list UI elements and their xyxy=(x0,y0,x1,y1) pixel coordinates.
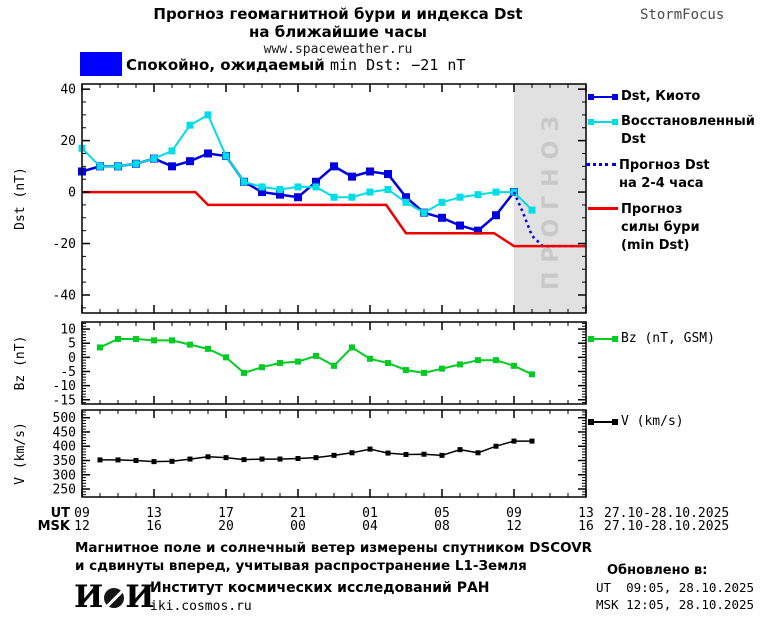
svg-text:10: 10 xyxy=(60,323,76,338)
svg-text:17: 17 xyxy=(218,506,234,521)
svg-text:-40: -40 xyxy=(53,288,76,303)
institute-name: Институт космических исследований РАН xyxy=(150,580,490,596)
data-source-note-2: и сдвинуты вперед, учитывая распростране… xyxy=(75,558,527,574)
svg-text:5: 5 xyxy=(68,337,76,352)
svg-text:400: 400 xyxy=(53,440,76,455)
svg-text:0: 0 xyxy=(68,351,76,366)
dst-kyoto-line-swatch xyxy=(588,92,618,101)
svg-text:27.10-28.10.2025: 27.10-28.10.2025 xyxy=(604,519,729,534)
storm-forecast-line-swatch xyxy=(588,207,618,210)
svg-text:-5: -5 xyxy=(60,365,76,380)
svg-text:250: 250 xyxy=(53,483,76,498)
legend-label: Прогноз Dst на 2-4 часа xyxy=(619,158,710,191)
svg-text:-10: -10 xyxy=(53,379,76,394)
svg-text:300: 300 xyxy=(53,468,76,483)
updated-title: Обновлено в: xyxy=(607,563,708,578)
svg-text:08: 08 xyxy=(434,519,450,534)
legend-label: V (km/s) xyxy=(621,414,684,429)
brand-label: StormFocus xyxy=(640,7,725,23)
svg-text:500: 500 xyxy=(53,411,76,426)
svg-text:13: 13 xyxy=(146,506,162,521)
legend-storm-forecast: Прогноз силы бури (min Dst) xyxy=(588,201,700,255)
legend-label: Прогноз силы бури (min Dst) xyxy=(621,202,700,253)
data-source-note-1: Магнитное поле и солнечный ветер измерен… xyxy=(75,540,593,556)
institute-site: iki.cosmos.ru xyxy=(150,599,252,614)
forecast-dst-line-swatch xyxy=(586,163,616,166)
site-url: www.spaceweather.ru xyxy=(263,42,413,57)
svg-text:01: 01 xyxy=(362,506,378,521)
svg-text:-15: -15 xyxy=(53,393,76,408)
svg-text:27.10-28.10.2025: 27.10-28.10.2025 xyxy=(604,506,729,521)
svg-text:MSK: MSK xyxy=(38,519,71,534)
svg-text:21: 21 xyxy=(290,506,306,521)
svg-text:0: 0 xyxy=(68,186,76,201)
svg-text:13: 13 xyxy=(578,506,594,521)
status-color-swatch xyxy=(80,52,122,76)
svg-text:12: 12 xyxy=(74,519,90,534)
legend-restored-dst: Восстановленный Dst xyxy=(588,113,755,149)
svg-text:UT: UT xyxy=(51,506,71,521)
svg-text:350: 350 xyxy=(53,454,76,469)
legend-label: Восстановленный Dst xyxy=(621,114,755,147)
svg-text:16: 16 xyxy=(578,519,594,534)
svg-text:00: 00 xyxy=(290,519,306,534)
legend-label: Bz (nT, GSM) xyxy=(621,331,715,346)
svg-text:40: 40 xyxy=(60,83,76,98)
svg-text:Dst (nT): Dst (nT) xyxy=(13,167,28,230)
storm-status: Спокойно, ожидаемый min Dst: −21 nT xyxy=(80,52,465,76)
updated-ut: UT 09:05, 28.10.2025 xyxy=(596,580,755,595)
legend-bz: Bz (nT, GSM) xyxy=(588,330,715,348)
svg-text:20: 20 xyxy=(218,519,234,534)
legend-label: Dst, Киото xyxy=(621,89,701,104)
legend-v: V (km/s) xyxy=(588,413,684,431)
status-text: Спокойно, ожидаемый xyxy=(126,56,330,74)
svg-text:ПРОГНОЗ: ПРОГНОЗ xyxy=(539,107,564,290)
svg-text:04: 04 xyxy=(362,519,378,534)
svg-text:12: 12 xyxy=(506,519,522,534)
title-block: Прогноз геомагнитной бури и индекса Dst … xyxy=(0,5,676,58)
svg-text:05: 05 xyxy=(434,506,450,521)
legend-forecast-dst: Прогноз Dst на 2-4 часа xyxy=(586,157,710,193)
legend-dst-kyoto: Dst, Киото xyxy=(588,88,700,106)
restored-dst-line-swatch xyxy=(588,117,618,126)
svg-text:-20: -20 xyxy=(53,237,76,252)
page-subtitle: на ближайшие часы xyxy=(249,23,427,41)
svg-text:V (km/s): V (km/s) xyxy=(13,422,28,485)
svg-text:20: 20 xyxy=(60,134,76,149)
v-line-swatch xyxy=(588,417,618,426)
svg-text:16: 16 xyxy=(146,519,162,534)
status-min-dst: min Dst: −21 nT xyxy=(329,56,466,74)
updated-msk: MSK 12:05, 28.10.2025 xyxy=(596,597,755,612)
iki-logo-circle-icon xyxy=(104,588,125,608)
svg-text:09: 09 xyxy=(74,506,90,521)
svg-text:450: 450 xyxy=(53,425,76,440)
svg-text:09: 09 xyxy=(506,506,522,521)
svg-text:Bz (nT): Bz (nT) xyxy=(13,336,28,391)
bz-line-swatch xyxy=(588,334,618,343)
page-title: Прогноз геомагнитной бури и индекса Dst xyxy=(153,5,523,23)
